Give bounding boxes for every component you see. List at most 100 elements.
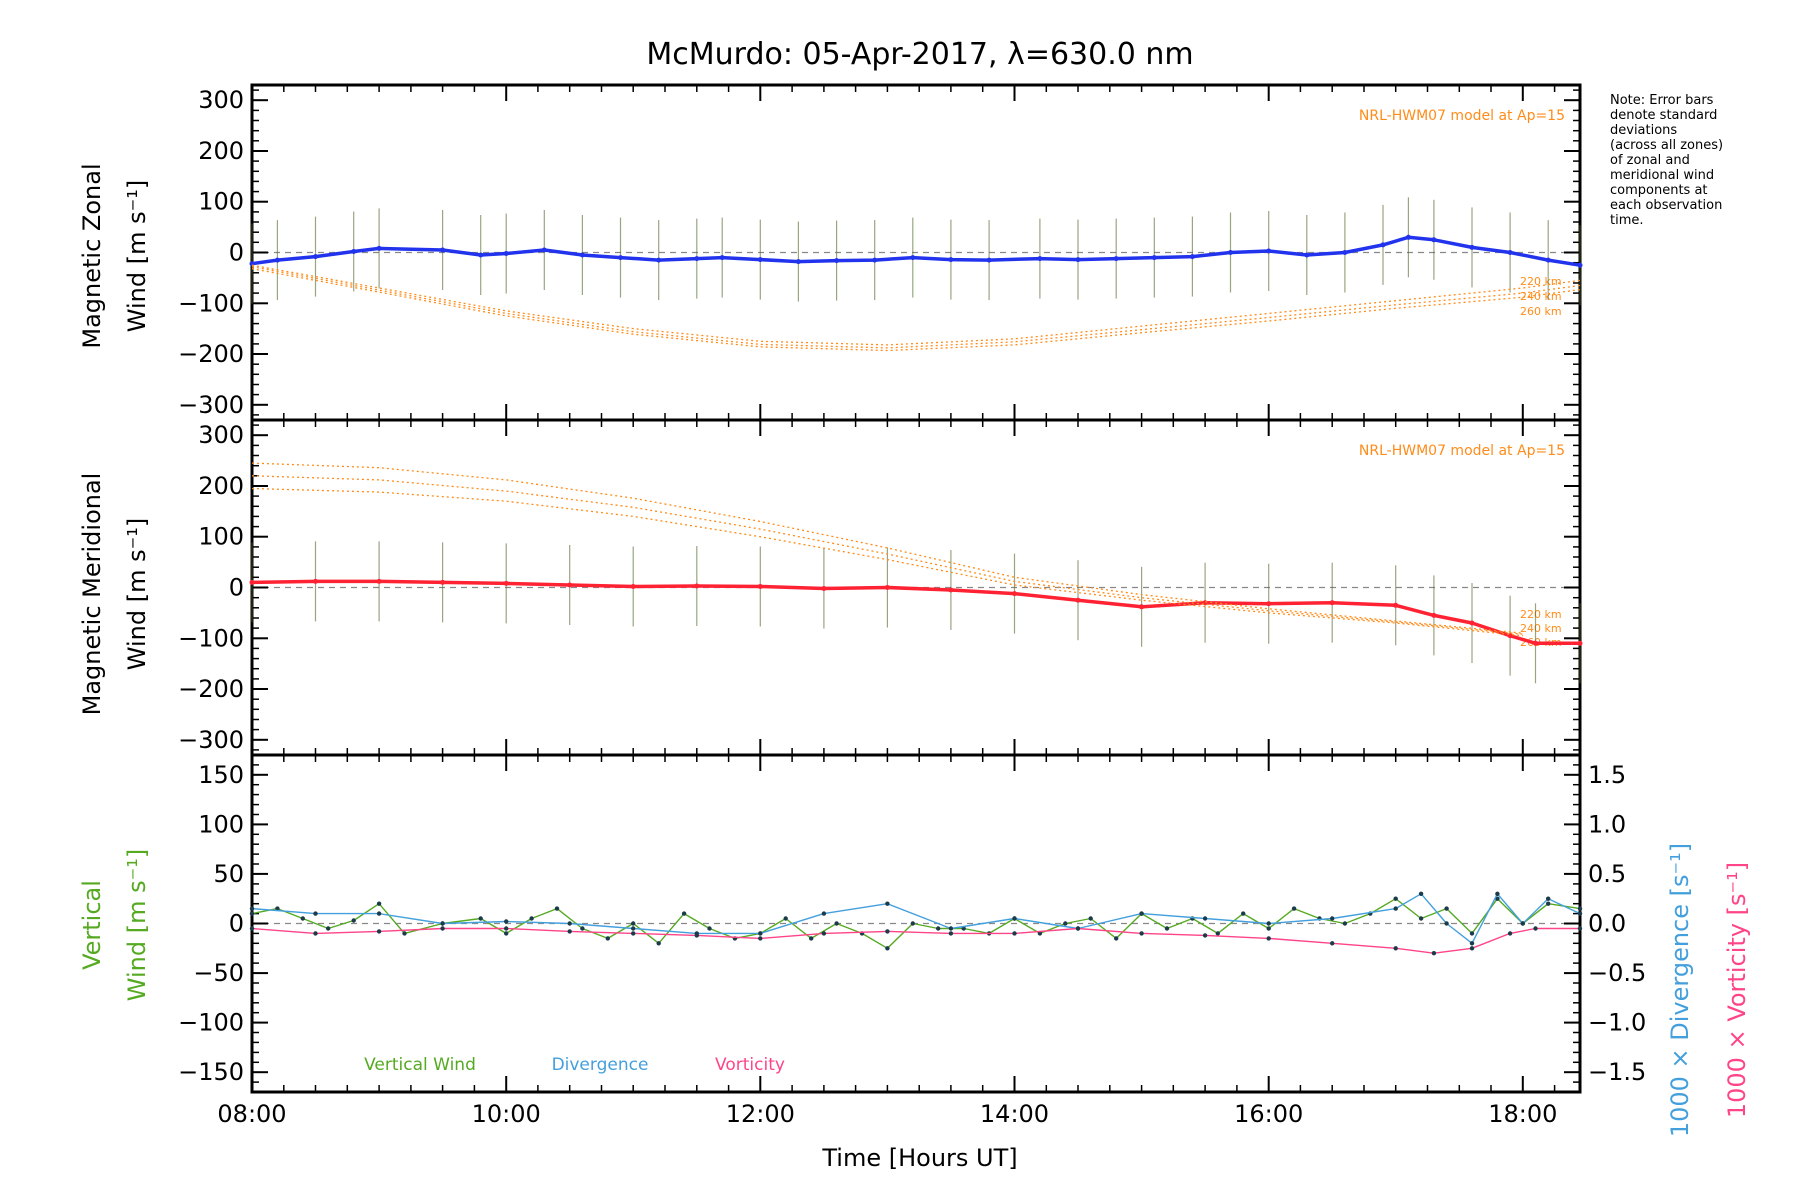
zonal-data-point (1469, 244, 1475, 250)
vertical-data-point (1393, 896, 1398, 901)
x-tick-label: 14:00 (980, 1100, 1049, 1128)
zonal-data-point (872, 257, 878, 263)
zonal-tick-label: −300 (178, 391, 244, 419)
zonal-altitude-label: 220 km (1520, 275, 1562, 288)
vertical-ylabel-line1: Vertical (78, 880, 106, 970)
meridional-tick-label: 100 (198, 523, 244, 551)
vertical-data-point (1418, 916, 1424, 921)
x-tick-label: 18:00 (1488, 1100, 1557, 1128)
vertical-data-point (554, 906, 560, 911)
meridional-data-point (440, 579, 446, 585)
vertical-data-point (1469, 946, 1475, 951)
vertical-right-tick-label: 1.5 (1588, 761, 1626, 789)
series-line-nrl-hwm07-240-km (251, 475, 1523, 635)
vertical-right-tick-label: 1.0 (1588, 810, 1626, 838)
meridional-tick-label: 0 (229, 574, 244, 602)
vertical-data-point (351, 918, 356, 923)
zonal-altitude-label: 240 km (1520, 290, 1562, 303)
vertical-data-point (1012, 916, 1017, 921)
meridional-data-point (948, 587, 954, 593)
zonal-data-point (618, 255, 623, 261)
vertical-data-point (376, 929, 382, 934)
zonal-data-point (1380, 242, 1386, 248)
vertical-data-point (313, 931, 318, 936)
vertical-data-point (758, 931, 763, 936)
vertical-right-tick-label: −1.5 (1588, 1058, 1646, 1086)
zonal-data-point (1304, 252, 1310, 258)
series-line-magnetic-meridional-wind (251, 579, 1580, 646)
legend-entry: Vorticity (715, 1055, 785, 1075)
vertical-data-point (249, 911, 255, 916)
zonal-ylabel-line1: Magnetic Zonal (78, 163, 106, 348)
meridional-data-point (757, 584, 763, 589)
vertical-data-point (1266, 926, 1271, 931)
zonal-data-point (351, 249, 357, 254)
vertical-data-point (1088, 916, 1093, 921)
zonal-data-point (1075, 257, 1081, 263)
meridional-ylabel-line2: Wind [m s⁻¹] (123, 518, 151, 670)
x-tick-label: 08:00 (217, 1100, 286, 1128)
zonal-tick-label: −200 (178, 340, 244, 368)
zonal-data-point (1431, 237, 1437, 243)
vertical-data-point (1418, 891, 1424, 896)
vertical-data-point (1075, 926, 1081, 931)
zonal-ylabel: Magnetic Zonal Wind [m s⁻¹] (78, 163, 151, 348)
divergence-axis-label: 1000 × Divergence [s⁻¹] (1666, 843, 1694, 1137)
zonal-data-point (503, 251, 509, 256)
vertical-data-point (1495, 896, 1500, 901)
meridional-data-point (503, 580, 509, 586)
meridional-tick-label: −300 (178, 726, 244, 754)
vertical-data-point (885, 929, 890, 934)
vertical-data-point (1330, 916, 1335, 921)
note-line: denote standard (1610, 108, 1717, 123)
meridional-tick-label: −100 (178, 624, 244, 652)
vertical-data-point (1291, 906, 1297, 911)
vertical-data-point (1533, 926, 1538, 931)
meridional-data-point (249, 579, 255, 585)
zonal-data-point (478, 252, 484, 258)
note-line: Note: Error bars (1610, 93, 1714, 108)
vertical-data-point (605, 936, 610, 941)
vertical-tick-label: 100 (198, 810, 244, 838)
series-line-nrl-hwm07-260-km (251, 462, 1523, 634)
x-tick-label: 10:00 (472, 1100, 541, 1128)
zonal-data-point (719, 255, 725, 261)
meridional-data-point (1329, 600, 1335, 606)
zonal-data-point (440, 247, 446, 253)
zonal-data-point (986, 257, 992, 263)
vertical-data-point (707, 926, 712, 931)
note-line: each observation (1610, 198, 1722, 213)
zonal-tick-label: 200 (198, 137, 244, 165)
vertical-tick-label: −150 (178, 1058, 244, 1086)
meridional-data-point (1393, 602, 1399, 608)
meridional-data-point (376, 578, 382, 584)
zonal-panel: 300 200 100 0 −100 −200 −300 NRL-HWM07 model at… (178, 83, 1583, 422)
vertical-data-point (961, 926, 966, 931)
vertical-data-point (313, 911, 318, 916)
zonal-data-point (757, 257, 763, 263)
meridional-tick-label: −200 (178, 675, 244, 703)
vertical-right-tick-label: 0.0 (1588, 910, 1626, 938)
meridional-data-point (1431, 612, 1437, 618)
vertical-data-point (1202, 933, 1208, 938)
vertical-data-point (567, 921, 572, 926)
zonal-tick-label: 100 (198, 188, 244, 216)
zonal-data-point (1189, 254, 1195, 260)
vertical-panel: 150 100 50 0 −50 −100 −150 1.5 1.0 0.5 0.0 −0.5 −1.0… (178, 753, 1646, 1094)
zonal-data-point (656, 257, 662, 263)
zonal-data-point (313, 254, 318, 260)
vertical-data-point (1393, 946, 1398, 951)
vertical-data-point (631, 926, 636, 931)
vertical-data-point (300, 916, 305, 921)
vertical-data-point (885, 946, 890, 951)
zonal-data-point (1266, 248, 1272, 254)
plot-layer: 300 200 100 0 −100 −200 −300 NRL-HWM07 model at… (178, 83, 1646, 1128)
x-tick-label: 12:00 (726, 1100, 795, 1128)
meridional-altitude-label: 240 km (1520, 622, 1562, 635)
vertical-data-point (1495, 891, 1500, 896)
vertical-data-point (1520, 921, 1526, 926)
vertical-data-point (694, 933, 699, 938)
meridional-data-point (1012, 591, 1017, 597)
vertical-data-point (948, 931, 954, 936)
vertical-data-point (376, 911, 382, 916)
